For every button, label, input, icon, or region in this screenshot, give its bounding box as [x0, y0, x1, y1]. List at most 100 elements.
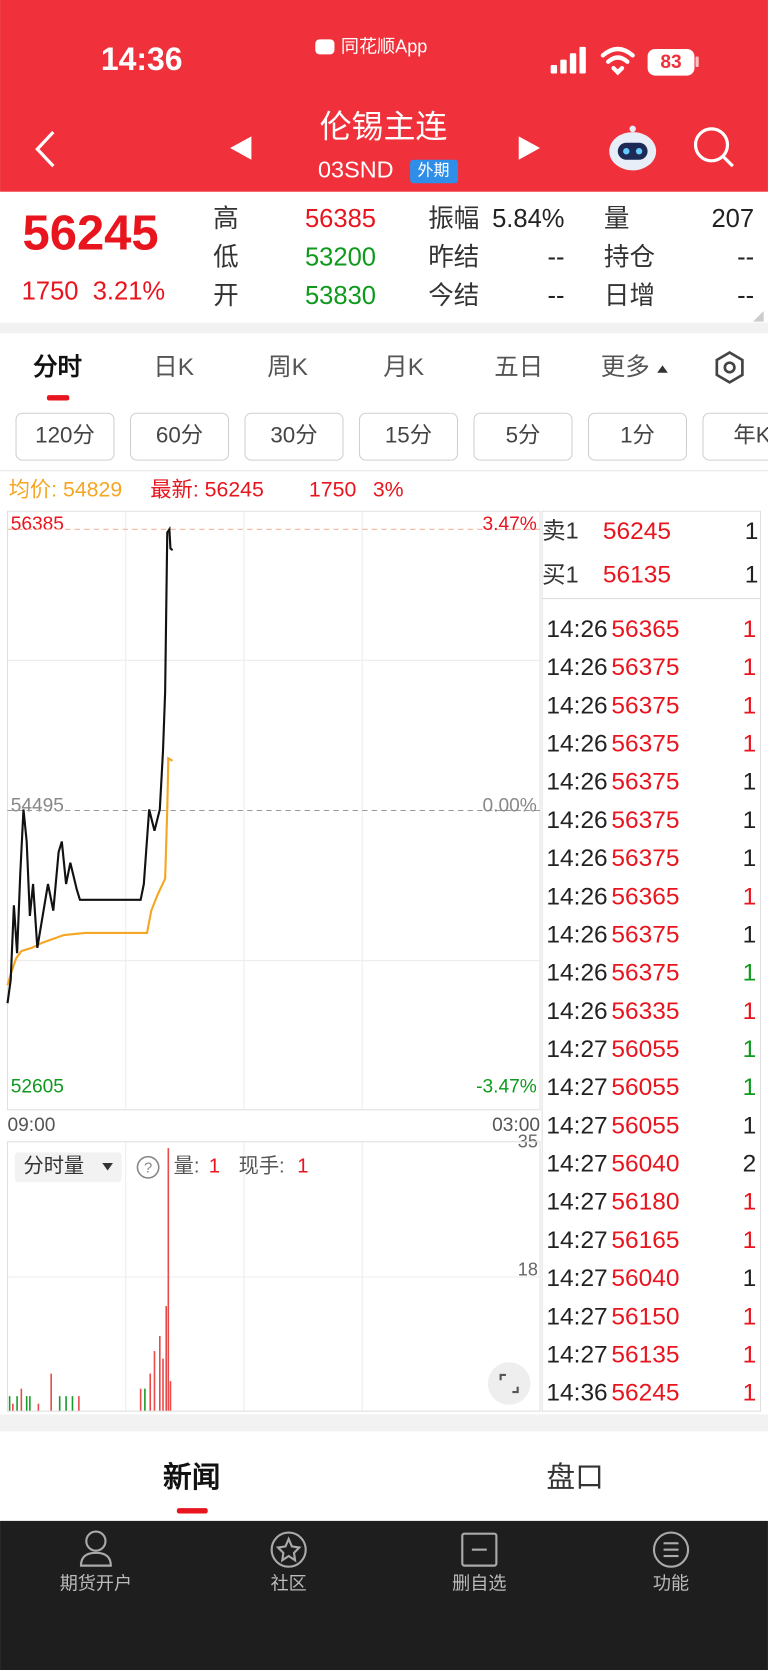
x-tick-label: 03:00 — [492, 1115, 540, 1136]
dropdown-arrow — [102, 1163, 113, 1171]
trade-vol: 1 — [743, 1112, 757, 1139]
volume-bar — [12, 1403, 14, 1412]
robot-icon[interactable] — [609, 125, 657, 171]
period-button[interactable] — [129, 412, 230, 461]
volume-bar — [16, 1396, 18, 1412]
stat-value: -- — [548, 282, 565, 310]
instrument-tag: 外期 — [418, 162, 450, 180]
settings-button[interactable] — [715, 350, 744, 384]
expand-button[interactable] — [487, 1362, 531, 1405]
y-tick-label: 54495 — [11, 795, 64, 816]
stat-value: 56385 — [305, 205, 376, 233]
trade-time: 14:26 — [546, 960, 607, 987]
trade-time: 14:27 — [546, 1341, 607, 1368]
chart-tab[interactable]: 更多 — [601, 353, 650, 381]
chart-tab[interactable]: 分时 — [33, 353, 82, 381]
trade-price: 56150 — [611, 1303, 679, 1330]
trade-vol: 2 — [743, 1151, 757, 1178]
bottom-tab-underline — [176, 1508, 208, 1514]
nav-item[interactable]: 功能 — [653, 1574, 689, 1594]
bottom-tab[interactable]: 盘口 — [546, 1462, 604, 1494]
volume-selector-label: 分时量 — [23, 1155, 84, 1178]
trade-price: 56245 — [611, 1380, 679, 1407]
prev-button[interactable] — [230, 136, 252, 160]
volume-selector[interactable] — [14, 1152, 122, 1183]
trade-vol: 1 — [743, 654, 757, 681]
stat-value: -- — [737, 244, 754, 272]
bottom-tab[interactable]: 新闻 — [163, 1462, 221, 1494]
book-price: 56135 — [603, 562, 671, 589]
last-price: 56245 — [22, 206, 158, 260]
nav-bar — [0, 1520, 768, 1670]
stat-label: 量 — [604, 205, 630, 233]
qty-label: 量: — [174, 1156, 200, 1178]
price-change: 1750 — [22, 278, 79, 306]
volume-bar — [8, 1396, 11, 1412]
volume-bar — [29, 1396, 31, 1412]
book-price: 56245 — [603, 518, 671, 545]
help-mark: ? — [144, 1160, 152, 1176]
tab-underline — [46, 395, 70, 401]
battery-icon — [647, 48, 695, 76]
corner-mark — [753, 310, 764, 322]
x-tick-label: 09:00 — [8, 1115, 56, 1136]
volume-bar — [169, 1381, 172, 1412]
period-button[interactable] — [15, 412, 115, 461]
instrument-title: 伦锡主连 — [320, 108, 448, 144]
trade-price: 56335 — [611, 998, 679, 1025]
trade-time: 14:27 — [546, 1036, 607, 1063]
stat-value: 53830 — [305, 282, 376, 310]
search-button[interactable] — [693, 127, 730, 163]
trade-time: 14:27 — [546, 1227, 607, 1254]
period-button[interactable] — [473, 412, 573, 461]
y-tick-label: 56385 — [11, 514, 64, 535]
next-button[interactable] — [518, 136, 541, 160]
stat-label: 日增 — [604, 282, 655, 310]
latest-price: 最新: 56245 — [150, 478, 264, 502]
period-button[interactable] — [587, 412, 688, 461]
trade-price: 56375 — [611, 960, 679, 987]
nav-item[interactable]: 删自选 — [452, 1574, 506, 1594]
volume-tick-label: 18 — [518, 1259, 538, 1279]
chart-tab[interactable]: 日K — [153, 354, 194, 381]
trade-price: 56135 — [611, 1341, 679, 1368]
trade-vol: 1 — [743, 998, 757, 1025]
chart-grid — [7, 511, 541, 1412]
trade-price: 56375 — [611, 654, 679, 681]
y-tick-label: 52605 — [11, 1076, 64, 1097]
stat-value: 5.84% — [492, 205, 564, 233]
trade-price: 56375 — [611, 845, 679, 872]
hand-value: 1 — [297, 1156, 308, 1178]
volume-bar — [162, 1358, 164, 1412]
chart-tab[interactable]: 月K — [383, 354, 424, 381]
nav-item[interactable]: 社区 — [271, 1574, 307, 1594]
trade-time: 14:26 — [546, 921, 607, 948]
nav-item[interactable]: 期货开户 — [60, 1574, 132, 1594]
trade-time: 14:26 — [546, 616, 607, 643]
hand-label: 现手: — [239, 1155, 285, 1178]
trade-vol: 1 — [743, 1380, 757, 1407]
trade-vol: 1 — [743, 692, 757, 719]
chart-tab[interactable]: 五日 — [494, 354, 543, 381]
help-icon[interactable] — [136, 1155, 160, 1179]
trade-time: 14:27 — [546, 1074, 607, 1101]
status-app: 同花顺App — [341, 37, 427, 57]
trade-vol: 1 — [743, 616, 757, 643]
trade-price: 56365 — [611, 616, 679, 643]
wifi-icon — [600, 46, 635, 76]
stat-label: 振幅 — [428, 205, 479, 233]
more-arrow — [657, 365, 668, 373]
period-button[interactable] — [244, 412, 344, 461]
chart-tab[interactable]: 周K — [267, 354, 308, 381]
back-button[interactable] — [35, 130, 55, 168]
trade-vol: 1 — [743, 883, 757, 910]
period-label: 5分 — [506, 423, 541, 448]
period-button[interactable] — [702, 412, 768, 461]
trade-time: 14:26 — [546, 654, 607, 681]
stat-label: 昨结 — [428, 244, 479, 272]
volume-bar — [25, 1396, 28, 1412]
period-label: 年K — [733, 423, 768, 448]
period-button[interactable] — [358, 412, 459, 461]
